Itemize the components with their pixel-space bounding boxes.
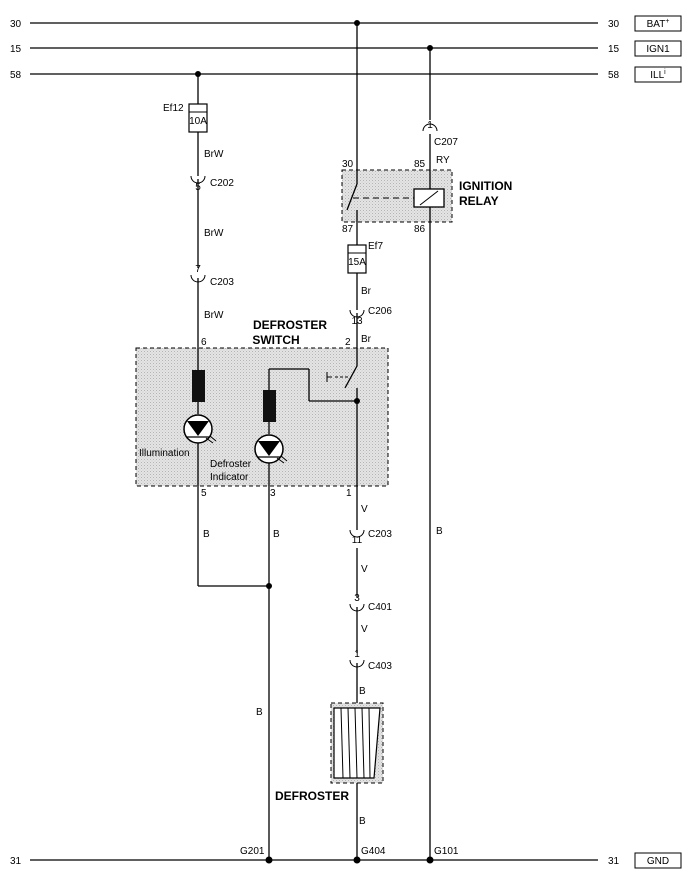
ground-g101-label: G101 [434, 846, 459, 857]
switch-pin-5: 5 [201, 488, 207, 499]
connector-c403-pin: 1 [354, 649, 360, 660]
rail-ill-left-label: 58 [10, 70, 22, 81]
connector-c202-pin: 5 [195, 182, 201, 193]
wire-color-label: B [203, 529, 210, 540]
rail-ill-tag: ILLi [650, 69, 666, 81]
ignition-relay: 30 85 87 86 IGNITION RELAY [341, 159, 512, 235]
switch-pin-3: 3 [270, 488, 276, 499]
indicator-label-line2: Indicator [210, 472, 249, 483]
wire-color-label: B [436, 526, 443, 537]
relay-pin-87: 87 [342, 224, 354, 235]
relay-pin-85: 85 [414, 159, 426, 170]
connector-c401-pin: 3 [354, 593, 360, 604]
rail-ign: 15 15 IGN1 [10, 40, 682, 57]
fuse-ef7-name: Ef7 [368, 241, 383, 252]
rail-ill-right-label: 58 [608, 70, 620, 81]
indicator-resistor [263, 390, 276, 422]
wire-color-label: B [273, 529, 280, 540]
rail-bat-right-label: 30 [608, 19, 620, 30]
connector-c202-name: C202 [210, 178, 234, 189]
wire-color-label: Br [361, 286, 372, 297]
ground-g201-label: G201 [240, 846, 265, 857]
junction-dot [266, 583, 272, 589]
switch-pin-1: 1 [346, 488, 352, 499]
defroster-switch: DEFROSTER SWITCH 6 2 5 3 1 Illumination [135, 318, 389, 499]
switch-title-line2: SWITCH [252, 333, 299, 347]
relay-pin-86: 86 [414, 224, 426, 235]
rail-ign-left-label: 15 [10, 44, 22, 55]
connector-c207-name: C207 [434, 137, 458, 148]
rail-ign-right-label: 15 [608, 44, 620, 55]
connector-c207: 1 C207 [422, 120, 458, 148]
wire-color-label: V [361, 564, 368, 575]
wire-color-label: BrW [204, 149, 224, 160]
connector-c203-top-name: C203 [210, 277, 234, 288]
rail-gnd: 31 31 GND [10, 852, 682, 869]
relay-pin-30: 30 [342, 159, 354, 170]
fuse-ef7-rating: 15A [348, 257, 366, 268]
switch-pin-6: 6 [201, 337, 207, 348]
connector-c206-name: C206 [368, 306, 392, 317]
rail-bat: 30 30 BAT+ [10, 15, 682, 32]
rail-ign-tag: IGN1 [646, 44, 670, 55]
wire-color-label: BrW [204, 310, 224, 321]
fuse-ef12-name: Ef12 [163, 103, 184, 114]
connector-c203-bottom: 11 C203 [349, 529, 392, 546]
rail-bat-tag: BAT+ [647, 18, 670, 30]
ground-g404-label: G404 [361, 846, 386, 857]
wire-color-label: V [361, 504, 368, 515]
rail-bat-left-label: 30 [10, 19, 22, 30]
wire-color-label: V [361, 624, 368, 635]
rail-ill-tag-box [634, 66, 682, 83]
connector-c203-bottom-name: C203 [368, 529, 392, 540]
wire-color-label: Br [361, 334, 372, 345]
wire-color-label: BrW [204, 228, 224, 239]
wire-color-label: RY [436, 155, 450, 166]
connector-c203-bottom-pin: 11 [352, 535, 363, 546]
rail-ill: 58 58 ILLi [10, 66, 682, 83]
ground-g201: G201 [240, 846, 273, 864]
wire-color-label: B [359, 816, 366, 827]
switch-title-line1: DEFROSTER [253, 318, 327, 332]
connector-c202: 5 C202 [190, 175, 234, 268]
fuse-ef7: Ef7 15A [347, 241, 383, 274]
push-switch-icon [326, 365, 358, 389]
connector-c207-pin: 1 [427, 120, 433, 131]
defroster-heater-grid: DEFROSTER [275, 702, 384, 803]
defroster-indicator-led-icon [254, 434, 288, 464]
connector-c401-name: C401 [368, 602, 392, 613]
rail-ign-tag-box [634, 40, 682, 57]
switch-pin-2: 2 [345, 337, 351, 348]
illumination-label: Illumination [139, 448, 190, 459]
fuse-ef12: Ef12 10A [163, 103, 208, 133]
rail-gnd-tag: GND [647, 856, 669, 867]
fuse-ef12-rating: 10A [189, 116, 207, 127]
rail-gnd-left-label: 31 [10, 856, 22, 867]
relay-title-line2: RELAY [459, 194, 499, 208]
connector-c203-top-pin: 7 [195, 264, 201, 275]
connector-c403-name: C403 [368, 661, 392, 672]
indicator-label-line1: Defroster [210, 459, 252, 470]
wire-color-label: B [256, 707, 263, 718]
illumination-resistor [192, 370, 205, 402]
ground-g101: G101 [426, 846, 459, 864]
rail-gnd-tag-box [634, 852, 682, 869]
defroster-label: DEFROSTER [275, 789, 349, 803]
rail-gnd-right-label: 31 [608, 856, 620, 867]
relay-title-line1: IGNITION [459, 179, 512, 193]
rail-bat-tag-box [634, 15, 682, 32]
wire-color-label: B [359, 686, 366, 697]
ground-g404: G404 [353, 846, 386, 864]
junction-dot [354, 398, 360, 404]
